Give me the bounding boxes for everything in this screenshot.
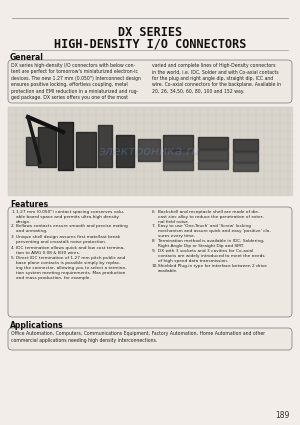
Bar [198,137,228,149]
Bar [163,135,193,150]
Bar [76,132,96,167]
Bar [38,127,56,167]
FancyBboxPatch shape [8,328,292,350]
Text: 1.27 mm (0.050") contact spacing conserves valu-
able board space and permits ul: 1.27 mm (0.050") contact spacing conserv… [16,210,124,224]
Text: Features: Features [10,200,48,209]
Text: IDC termination allows quick and low cost termina-
tion to AWG 0.08 & B30 wires.: IDC termination allows quick and low cos… [16,246,125,255]
Text: 189: 189 [276,411,290,420]
Text: Direct IDC termination of 1.27 mm pitch public and
base plane contacts is possib: Direct IDC termination of 1.27 mm pitch … [16,256,127,280]
Bar [233,152,258,162]
Text: DX SERIES: DX SERIES [118,26,182,39]
Text: Applications: Applications [10,321,64,330]
Text: Shielded Plug-in type for interface between 2 drive
available.: Shielded Plug-in type for interface betw… [158,264,267,273]
Text: 10.: 10. [152,264,159,268]
Text: varied and complete lines of High-Density connectors
in the world, i.e. IDC, Sol: varied and complete lines of High-Densit… [152,63,281,94]
Text: 6.: 6. [152,210,156,214]
Text: General: General [10,53,44,62]
Text: 1.: 1. [11,210,15,214]
Bar [58,122,73,170]
Bar [163,162,193,170]
Text: Easy to use 'One-Touch' and 'Screw' locking
mechanism and assure quick and easy : Easy to use 'One-Touch' and 'Screw' lock… [158,224,271,238]
Text: 9.: 9. [152,249,156,253]
Text: 2.: 2. [11,224,15,228]
Text: Unique shell design assures first mate/last break
preventing and crosstalk noise: Unique shell design assures first mate/l… [16,235,120,244]
Bar [116,135,134,167]
Text: DX series high-density I/O connectors with below con-
tent are perfect for tomor: DX series high-density I/O connectors wi… [11,63,141,100]
Text: HIGH-DENSITY I/O CONNECTORS: HIGH-DENSITY I/O CONNECTORS [54,37,246,50]
Bar [198,150,228,160]
Bar [26,137,38,165]
Text: 8.: 8. [152,239,156,243]
Text: 3.: 3. [11,235,15,239]
Text: Termination method is available in IDC, Soldering,
Right Angle Dip or Straight D: Termination method is available in IDC, … [158,239,264,248]
Bar [233,163,258,171]
Bar [138,139,160,161]
Bar [8,107,292,195]
Text: Bellows contacts ensure smooth and precise mating
and unmating.: Bellows contacts ensure smooth and preci… [16,224,128,233]
Bar [198,161,228,169]
Text: 7.: 7. [152,224,156,228]
Bar [163,151,193,161]
FancyBboxPatch shape [8,207,292,317]
Text: 4.: 4. [11,246,15,249]
Text: 5.: 5. [11,256,15,260]
Text: Office Automation, Computers, Communications Equipment, Factory Automation, Home: Office Automation, Computers, Communicat… [11,331,265,343]
Bar [98,125,112,167]
Text: Backshell and receptacle shell are made of die-
cast zinc alloy to reduce the pe: Backshell and receptacle shell are made … [158,210,264,224]
Bar [233,139,258,151]
Text: электроника.ru: электроника.ru [99,144,201,158]
Text: DX with 3 sockets and 3 cavities for Co-axial
contacts are widely introduced to : DX with 3 sockets and 3 cavities for Co-… [158,249,265,263]
FancyBboxPatch shape [8,60,292,103]
